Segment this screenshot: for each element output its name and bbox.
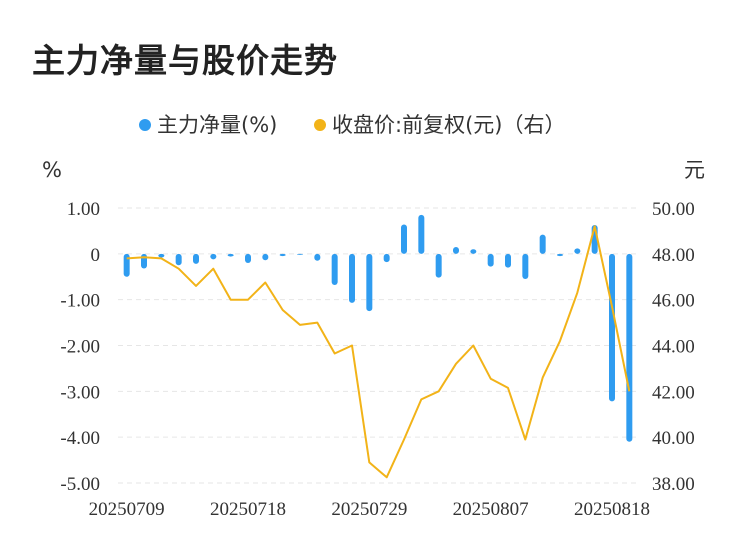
x-axis-ticks: 20250709 20250718 20250729 20250807 20250818 [89,499,650,520]
left-tick-label: -3.00 [60,382,100,403]
left-tick-label: -2.00 [60,337,100,358]
bar [401,224,407,254]
x-tick-label: 20250729 [331,499,407,520]
bar-series [123,214,633,442]
bar [314,253,321,261]
right-tick-label: 50.00 [652,199,695,220]
bar [210,253,217,260]
bar [609,253,615,402]
bar [418,214,425,254]
bar [626,253,633,442]
right-tick-label: 40.00 [652,428,695,449]
bar [453,246,459,254]
bar [245,253,251,263]
line-series [126,225,631,479]
left-axis-unit: % [42,158,62,182]
right-tick-label: 42.00 [652,382,695,403]
bar [297,253,303,255]
left-tick-label: 1.00 [67,199,100,220]
bar [574,248,581,254]
x-tick-label: 20250818 [574,499,650,520]
bar [175,253,182,266]
bar [262,253,269,261]
bar [141,253,147,269]
left-tick-label: -5.00 [60,474,100,495]
bar [193,253,199,264]
x-tick-label: 20250807 [453,499,529,520]
bar [487,253,494,267]
bar [557,253,563,257]
bar [522,253,529,280]
right-axis-unit: 元 [684,158,705,182]
right-tick-label: 46.00 [652,291,695,312]
bar [366,253,373,312]
bar [435,253,442,278]
bar [158,253,165,258]
bar [539,234,546,254]
legend-label-close-price: 收盘价:前复权(元)（右） [332,113,565,137]
bar [470,249,477,254]
left-tick-label: -1.00 [60,291,100,312]
bar [331,253,338,285]
bar [383,253,390,263]
legend-marker-net-flow [139,119,151,131]
x-tick-label: 20250718 [210,499,286,520]
x-tick-label: 20250709 [89,499,165,520]
bar [349,253,355,303]
left-axis-ticks: 1.00 0 -1.00 -2.00 -3.00 -4.00 -5.00 [60,199,100,495]
left-tick-label: 0 [91,245,101,266]
right-tick-label: 44.00 [652,337,695,358]
grid [118,207,638,484]
left-tick-label: -4.00 [60,428,100,449]
chart-title: 主力净量与股价走势 [32,41,338,80]
bar [227,253,234,257]
bar [505,253,511,268]
right-tick-label: 48.00 [652,245,695,266]
bar [123,253,130,277]
legend-label-net-flow: 主力净量(%) [157,113,277,137]
legend: 主力净量(%) 收盘价:前复权(元)（右） [139,113,565,137]
close-price-line [126,225,631,479]
legend-marker-close-price [314,119,326,131]
bar [279,253,286,257]
right-axis-ticks: 50.00 48.00 46.00 44.00 42.00 40.00 38.00 [652,199,695,495]
right-tick-label: 38.00 [652,474,695,495]
